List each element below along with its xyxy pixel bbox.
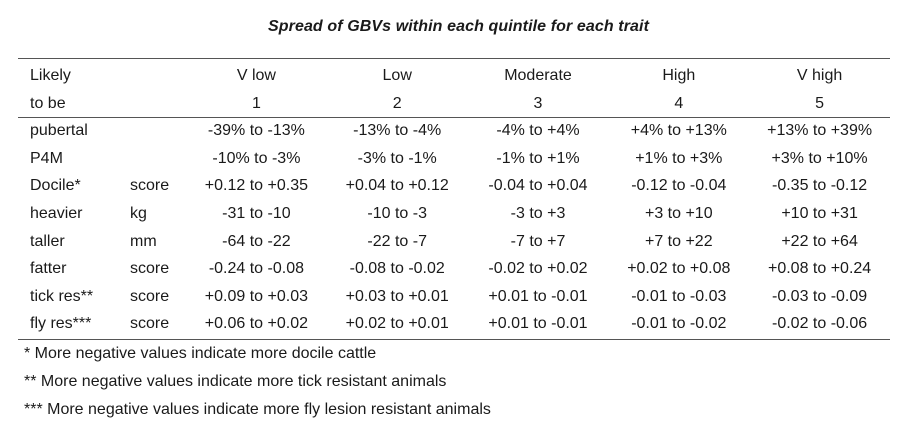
quintile-range: +22 to +64 — [781, 232, 858, 250]
header-quintile-cell: Low — [382, 67, 412, 84]
footnotes: * More negative values indicate more doc… — [24, 340, 491, 424]
header-quintile-cell: High — [662, 67, 696, 84]
header-quintile-number: 4 — [674, 94, 684, 112]
trait-unit: score — [130, 287, 170, 305]
quintile-range: -0.03 to -0.09 — [772, 287, 868, 305]
quintile-range: -0.08 to -0.02 — [349, 260, 445, 278]
header-unit-cell — [130, 62, 186, 90]
quintile-range: -3 to +3 — [510, 204, 566, 222]
top-rule — [18, 58, 890, 59]
quintile-range: -3% to -1% — [357, 149, 437, 167]
header-quintile-cell: V low — [236, 67, 276, 84]
table-row: P4M -10% to -3% -3% to -1% -1% to +1% +1… — [18, 145, 890, 173]
trait-unit: score — [130, 315, 170, 333]
quintile-range: +1% to +3% — [635, 149, 723, 167]
quintile-range: -22 to -7 — [367, 232, 427, 250]
trait-name: heavier — [30, 204, 83, 222]
table-row: fly res*** score +0.06 to +0.02 +0.02 to… — [18, 310, 890, 338]
quintile-range: +0.03 to +0.01 — [345, 287, 449, 305]
header-quintile-number: 2 — [392, 94, 402, 112]
quintile-range: -0.01 to -0.02 — [631, 315, 727, 333]
header-quintile-number: 5 — [815, 94, 825, 112]
header-rule — [18, 117, 890, 118]
quintile-range: -39% to -13% — [207, 122, 305, 140]
quintile-range: -64 to -22 — [222, 232, 291, 250]
quintile-range: -0.04 to +0.04 — [488, 177, 588, 195]
trait-name: pubertal — [30, 122, 88, 140]
quintile-range: +0.02 to +0.01 — [345, 315, 449, 333]
header-trait-cell: Likely — [30, 67, 71, 84]
quintile-range: +3 to +10 — [644, 204, 713, 222]
quintile-range: -10 to -3 — [367, 204, 427, 222]
trait-name: P4M — [30, 149, 63, 167]
quintile-range: +0.04 to +0.12 — [345, 177, 449, 195]
table-row: tick res** score +0.09 to +0.03 +0.03 to… — [18, 283, 890, 311]
quintile-range: -0.12 to -0.04 — [631, 177, 727, 195]
bottom-rule — [18, 339, 890, 340]
trait-unit — [130, 117, 186, 145]
quintile-range: -0.01 to -0.03 — [631, 287, 727, 305]
trait-unit: kg — [130, 204, 147, 222]
header-quintile-cell: V high — [796, 67, 843, 84]
quintile-range: +10 to +31 — [781, 204, 858, 222]
quintile-range: +4% to +13% — [630, 122, 727, 140]
quintile-range: +0.02 to +0.08 — [627, 260, 731, 278]
header-quintile-number: 1 — [251, 94, 261, 112]
quintile-range: +0.06 to +0.02 — [204, 315, 308, 333]
quintile-range: -10% to -3% — [212, 149, 301, 167]
trait-name: fatter — [30, 260, 67, 278]
trait-unit: mm — [130, 232, 157, 250]
trait-unit: score — [130, 260, 170, 278]
quintile-range: +0.12 to +0.35 — [204, 177, 308, 195]
table-body: pubertal -39% to -13% -13% to -4% -4% to… — [18, 117, 890, 338]
footnote-tick-resistance: ** More negative values indicate more ti… — [24, 373, 447, 390]
quintile-range: +0.08 to +0.24 — [767, 260, 872, 278]
quintile-range: -0.24 to -0.08 — [208, 260, 304, 278]
gbv-spread-table: Likely V low Low Moderate High V high to… — [18, 62, 890, 338]
footnote-docile: * More negative values indicate more doc… — [24, 345, 377, 362]
quintile-range: -4% to +4% — [496, 122, 580, 140]
quintile-range: -0.35 to -0.12 — [772, 177, 868, 195]
trait-name: taller — [30, 232, 65, 250]
quintile-range: -0.02 to -0.06 — [772, 315, 868, 333]
quintile-range: -7 to +7 — [510, 232, 566, 250]
table-header: Likely V low Low Moderate High V high to… — [18, 62, 890, 117]
header-quintile-number: 3 — [533, 94, 543, 112]
quintile-range: -1% to +1% — [496, 149, 580, 167]
quintile-range: -13% to -4% — [353, 122, 442, 140]
header-row-quintile-numbers: to be 1 2 3 4 5 — [18, 90, 890, 118]
quintile-range: +7 to +22 — [644, 232, 713, 250]
trait-unit: score — [130, 177, 170, 195]
header-quintile-cell: Moderate — [504, 67, 572, 84]
table-row: fatter score -0.24 to -0.08 -0.08 to -0.… — [18, 255, 890, 283]
footnote-fly-resistance: *** More negative values indicate more f… — [24, 401, 491, 418]
table-row: Docile* score +0.12 to +0.35 +0.04 to +0… — [18, 172, 890, 200]
trait-name: fly res*** — [30, 315, 92, 333]
trait-name: tick res** — [30, 287, 94, 305]
quintile-range: -31 to -10 — [222, 204, 291, 222]
table-row: pubertal -39% to -13% -13% to -4% -4% to… — [18, 117, 890, 145]
trait-unit — [130, 145, 186, 173]
table-title: Spread of GBVs within each quintile for … — [267, 18, 650, 35]
table-row: taller mm -64 to -22 -22 to -7 -7 to +7 … — [18, 228, 890, 256]
header-trait-cell: to be — [30, 94, 66, 112]
header-row-quintile-names: Likely V low Low Moderate High V high — [18, 62, 890, 90]
quintile-range: +13% to +39% — [767, 122, 873, 140]
quintile-range: +0.09 to +0.03 — [204, 287, 308, 305]
header-unit-cell — [130, 90, 186, 118]
quintile-range: -0.02 to +0.02 — [488, 260, 588, 278]
trait-name: Docile* — [30, 177, 81, 195]
quintile-range: +0.01 to -0.01 — [488, 315, 588, 333]
quintile-range: +0.01 to -0.01 — [488, 287, 588, 305]
quintile-range: +3% to +10% — [771, 149, 868, 167]
table-row: heavier kg -31 to -10 -10 to -3 -3 to +3… — [18, 200, 890, 228]
